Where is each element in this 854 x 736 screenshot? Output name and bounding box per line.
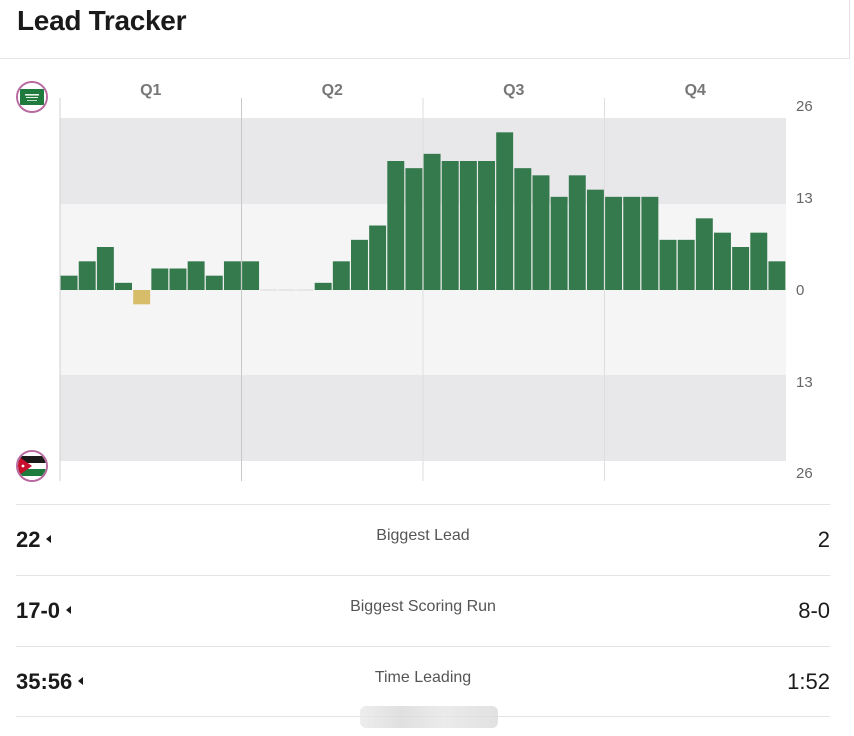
lead-bar [187,261,205,290]
lead-bar [405,168,423,290]
lead-bar [586,189,604,290]
saudi-arabia-flag-icon [16,81,48,113]
stat-left-value: 35:56 [16,669,73,694]
lead-bar [314,282,332,290]
quarter-label: Q3 [503,82,524,99]
blurred-watermark [360,706,498,728]
lead-bar [750,232,768,290]
quarter-label: Q2 [322,82,343,99]
lead-bar [568,175,586,290]
lead-bar [423,153,441,290]
stat-right-value: 2 [817,527,830,552]
lead-bar [532,175,550,290]
lead-bar [133,290,151,305]
lead-tracker-chart: Q1 Q2 Q3 Q4 26 13 0 13 26 [0,60,850,500]
stat-row-biggest-scoring-run: 17-0 Biggest Scoring Run 8-0 [16,575,830,646]
lead-bar [278,289,296,291]
y-tick-label: 26 [796,98,813,115]
lead-bar [169,268,187,290]
stat-right-value: 1:52 [787,669,830,694]
lead-bar [641,196,659,290]
lead-bar [478,161,495,290]
lead-bar [496,132,514,290]
caret-left-icon [46,535,52,544]
y-tick-label: 26 [796,465,813,482]
lead-bar [605,196,623,290]
stats-table: 22 Biggest Lead 2 17-0 Biggest Scoring R… [16,504,830,717]
header: Lead Tracker [0,0,850,59]
stat-label: Time Leading [374,669,472,686]
y-tick-label: 13 [796,190,813,207]
lead-bar [387,161,405,290]
stat-label: Biggest Scoring Run [350,598,496,615]
lead-bar [441,161,459,290]
stat-right-value: 8-0 [798,598,830,623]
page-title: Lead Tracker [17,5,187,36]
lead-bar [659,239,677,290]
lead-bar [695,218,713,290]
caret-left-icon [66,606,72,615]
lead-bar [115,282,132,290]
stat-label: Biggest Lead [376,527,470,544]
lead-bar [78,261,96,290]
quarter-label: Q1 [140,82,161,99]
lead-bar [260,289,278,291]
y-tick-label: 0 [796,282,804,299]
lead-bar [96,247,114,290]
lead-bar [459,161,477,290]
lead-bar [623,196,641,290]
lead-bar [351,239,368,290]
lead-bar [714,232,731,290]
lead-bar [242,261,260,290]
lead-bar [732,247,750,290]
jordan-flag-icon [16,450,48,482]
lead-bar [514,168,532,290]
lead-bar [151,268,169,290]
stat-left-value: 17-0 [16,598,61,623]
lead-bar [369,225,387,290]
lead-chart-svg: Q1 Q2 Q3 Q4 26 13 0 13 26 [59,82,813,482]
lead-bar [677,239,695,290]
stat-row-biggest-lead: 22 Biggest Lead 2 [16,504,830,575]
y-tick-label: 13 [796,374,813,391]
lead-bar [296,289,314,291]
caret-left-icon [78,677,84,686]
lead-bar [205,275,223,290]
stat-left-value: 22 [16,527,41,552]
lead-bar [223,261,241,290]
quarter-label: Q4 [685,82,706,99]
lead-bar [550,196,568,290]
lead-bar [332,261,350,290]
lead-bar [60,275,78,290]
lead-bar [768,261,786,290]
